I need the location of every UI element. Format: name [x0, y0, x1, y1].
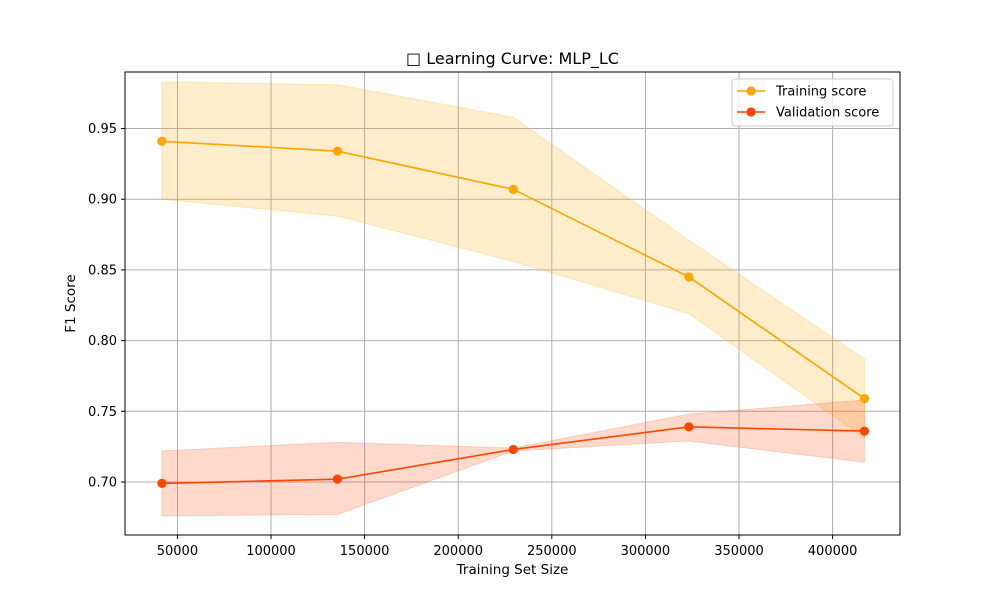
x-tick-label: 50000 [157, 544, 198, 559]
validation-score-legend-marker [746, 107, 756, 117]
y-tick-label: 0.90 [88, 193, 117, 208]
plot-frame [124, 71, 901, 536]
x-tick-label: 350000 [714, 544, 764, 559]
training-score-point [508, 184, 518, 194]
validation-score-point [684, 422, 694, 432]
grid [125, 72, 900, 535]
training-score-point [157, 136, 167, 146]
training-score-point [859, 393, 870, 404]
y-tick-label: 0.80 [88, 334, 117, 349]
validation-score-band [161, 399, 865, 517]
x-tick-label: 400000 [808, 544, 858, 559]
training-score-legend-marker [746, 86, 756, 96]
legend: Training score Validation score [731, 78, 894, 127]
x-axis-label: Training Set Size [456, 562, 569, 578]
x-tick-label: 250000 [527, 544, 577, 559]
x-tick-label: 150000 [340, 544, 390, 559]
validation-score-point [859, 426, 870, 436]
legend-box [731, 78, 894, 127]
validation-score-point [157, 478, 167, 488]
x-tick-label: 200000 [433, 544, 483, 559]
y-tick-label: 0.95 [88, 122, 117, 137]
validation-score-point [332, 474, 343, 484]
series-lines [157, 136, 870, 488]
chart-title: □ Learning Curve: MLP_LC [406, 49, 619, 69]
training-score-point [332, 146, 343, 156]
y-tick-label: 0.85 [88, 263, 117, 278]
y-tick-label: 0.75 [88, 405, 117, 420]
legend-label: Training score [775, 85, 866, 100]
y-axis-label: F1 Score [63, 274, 79, 332]
validation-score-point [508, 444, 518, 455]
x-tick-label: 100000 [246, 544, 296, 559]
training-score-band [161, 81, 865, 440]
y-tick-label: 0.70 [88, 475, 117, 490]
legend-label: Validation score [776, 106, 879, 121]
x-tick-label: 300000 [621, 544, 671, 559]
training-score-point [684, 272, 694, 282]
axis-ticks: 50000 100000 150000 200000 250000 300000 35000… [88, 122, 857, 559]
